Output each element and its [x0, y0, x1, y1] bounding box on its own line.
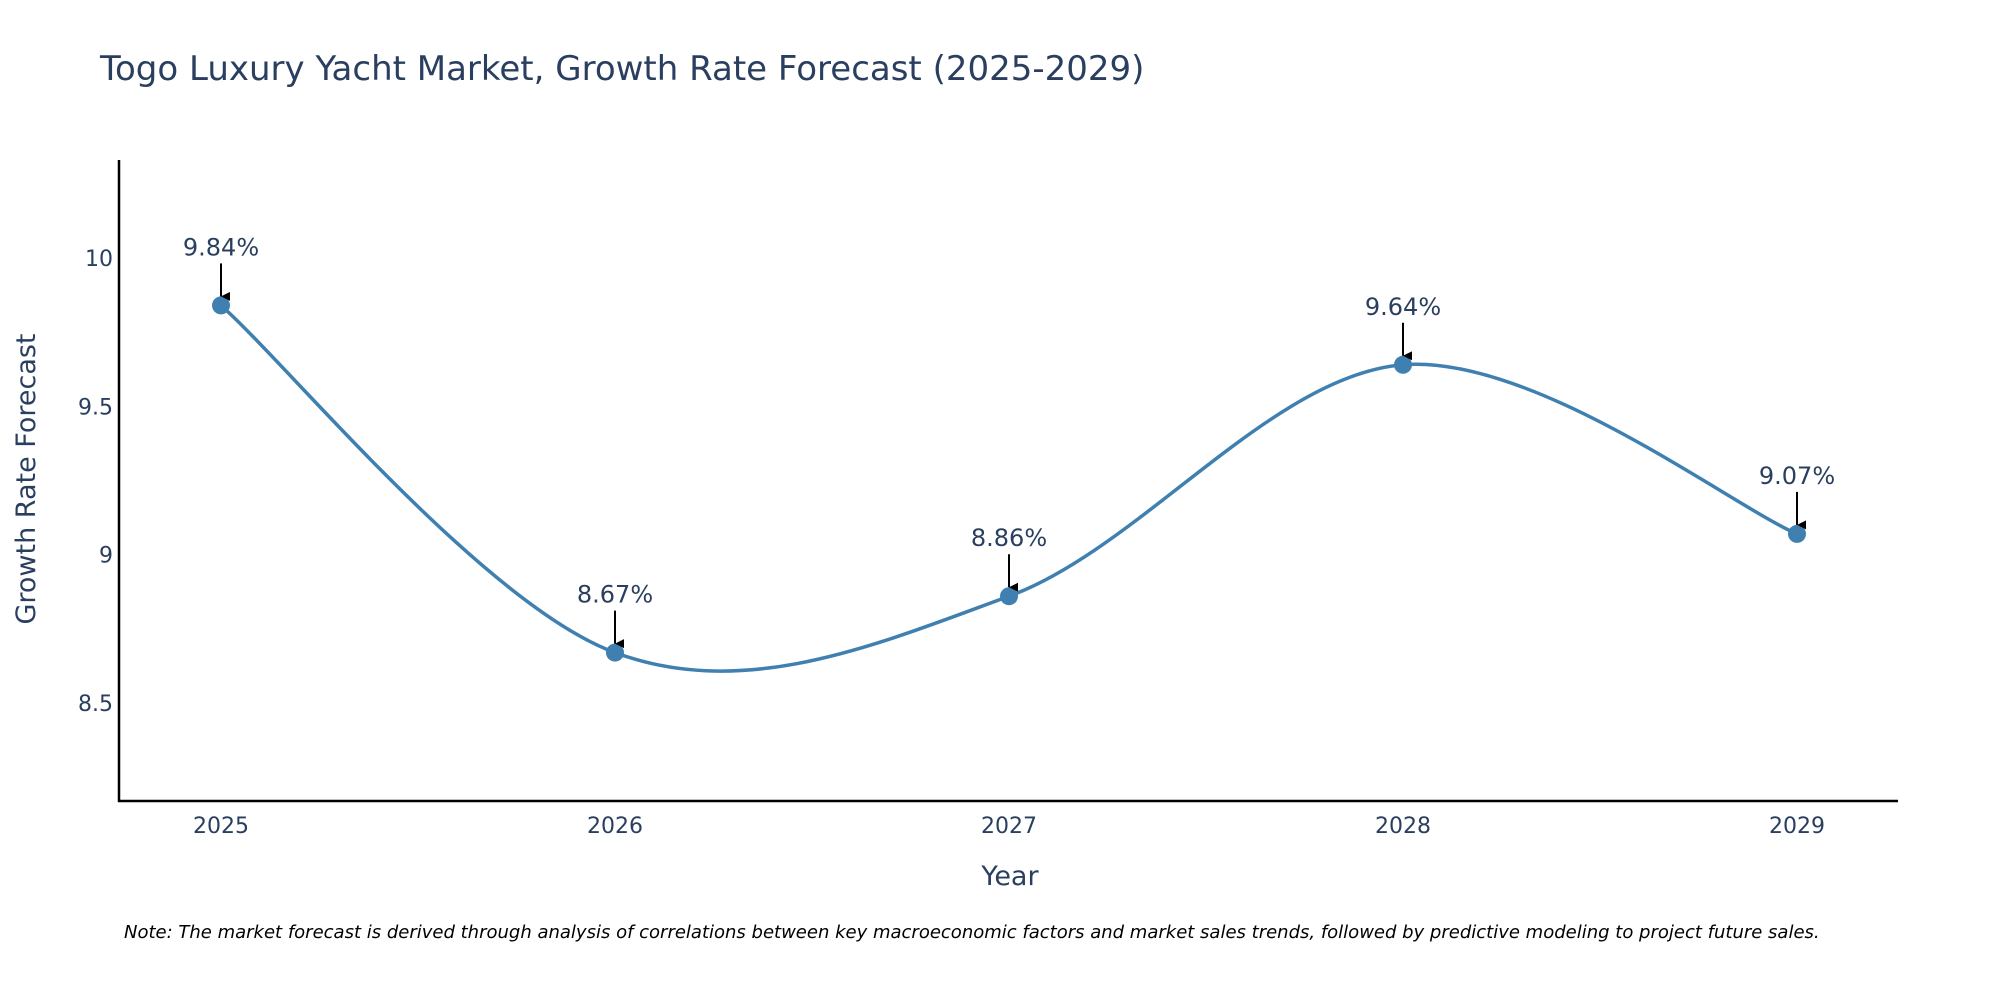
x-tick-label: 2029: [1769, 814, 1825, 839]
data-label: 8.86%: [971, 524, 1047, 552]
y-tick-label: 9.5: [78, 395, 113, 420]
series-line: [219, 304, 1798, 673]
data-label: 9.07%: [1759, 462, 1835, 490]
data-point: [606, 643, 624, 662]
x-tick-label: 2026: [587, 814, 643, 839]
plot-area: 8.5 9 9.5 10 2025 2026 2027 2028 2029 9.84% 8.67% 8…: [78, 160, 1898, 839]
footnote: Note: The market forecast is derived thr…: [124, 922, 1820, 943]
y-tick-label: 8.5: [78, 692, 113, 717]
y-tick-label: 9: [99, 544, 113, 569]
chart-title: Togo Luxury Yacht Market, Growth Rate Fo…: [99, 49, 1144, 89]
data-point: [1788, 524, 1806, 543]
x-axis-label: Year: [980, 861, 1039, 892]
y-tick-label: 10: [85, 247, 113, 272]
x-tick-label: 2025: [193, 814, 249, 839]
x-tick-label: 2028: [1375, 814, 1431, 839]
x-tick-label: 2027: [981, 814, 1037, 839]
data-point: [1394, 355, 1412, 374]
data-label: 9.84%: [183, 233, 259, 261]
data-point: [212, 296, 230, 315]
data-label: 8.67%: [577, 581, 653, 609]
data-label: 9.64%: [1365, 293, 1441, 321]
data-point: [1000, 587, 1018, 606]
y-axis-label: Growth Rate Forecast: [11, 333, 42, 624]
